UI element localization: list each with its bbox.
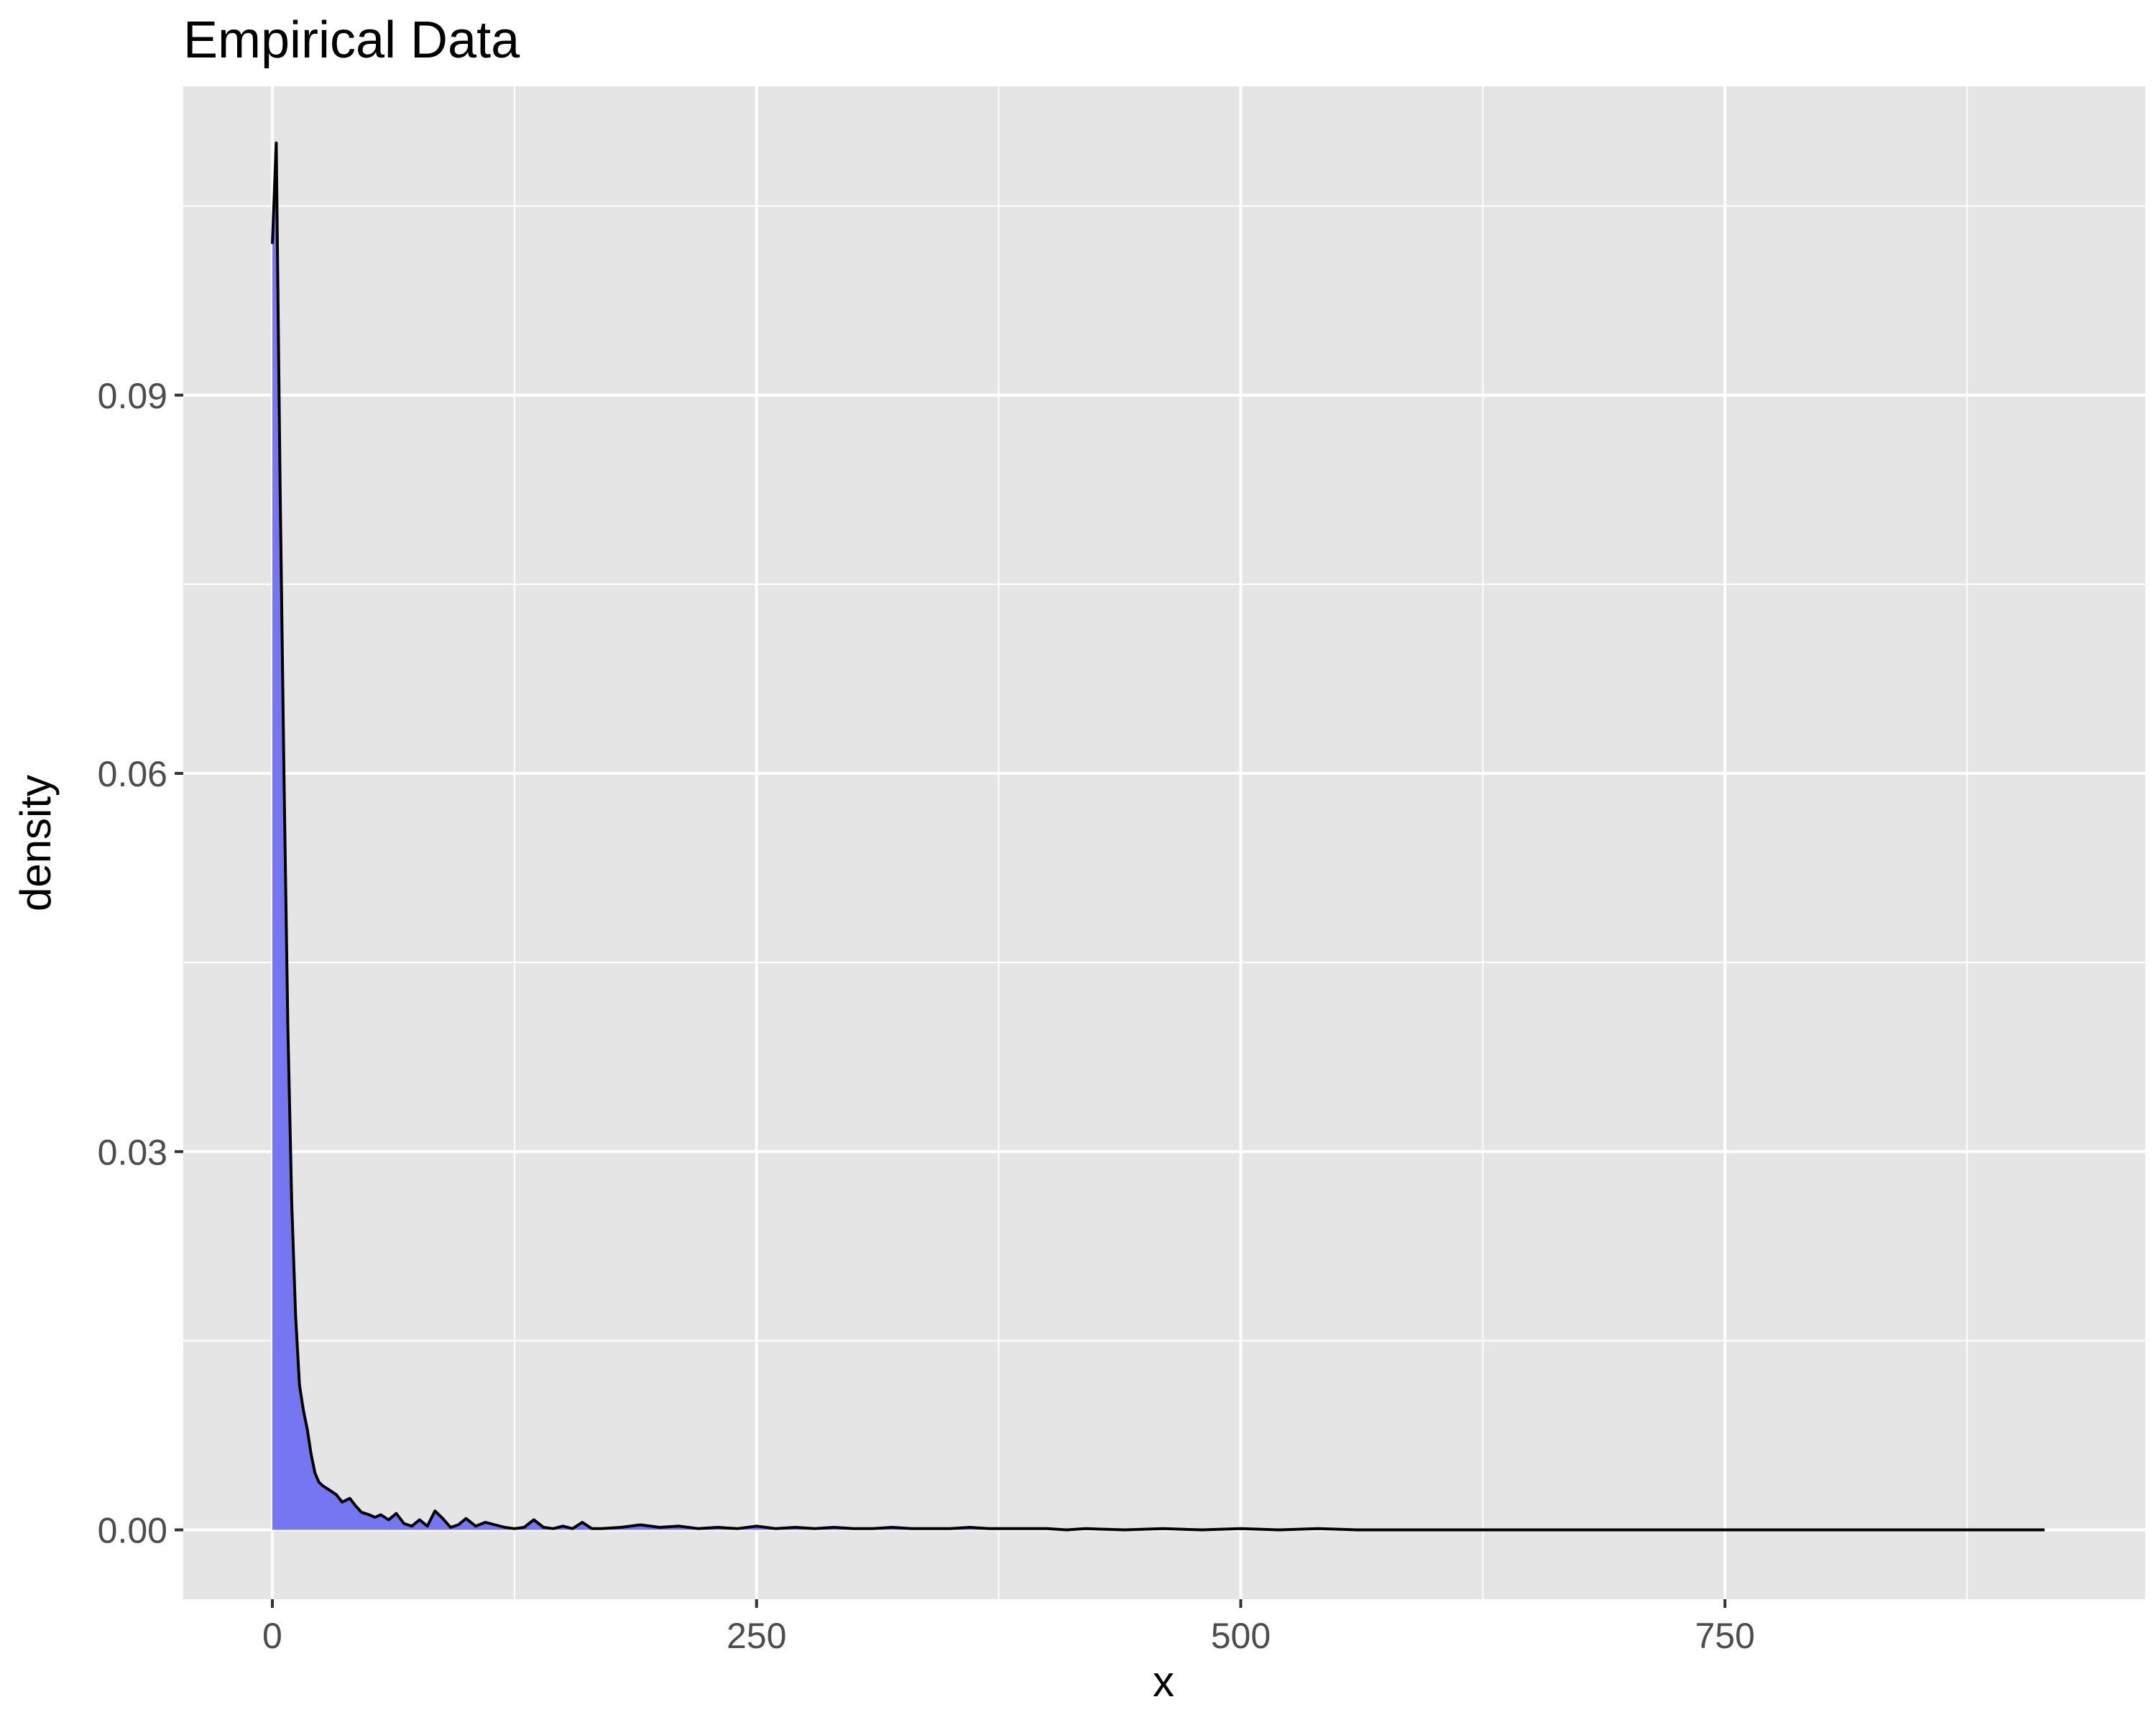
y-tick-label: 0.09 xyxy=(98,376,167,416)
x-tick-label: 750 xyxy=(1695,1616,1754,1656)
x-tick-label: 250 xyxy=(727,1616,786,1656)
chart-title: Empirical Data xyxy=(183,12,520,69)
density-curve-line xyxy=(271,141,2045,1532)
plot-panel xyxy=(183,86,2145,1599)
x-tick-label: 500 xyxy=(1211,1616,1271,1656)
x-axis-title: x xyxy=(1153,1657,1174,1706)
y-axis-title: density xyxy=(11,775,60,911)
y-axis-ticks: 0.00 0.03 0.06 0.09 xyxy=(98,376,183,1551)
y-tick-label: 0.03 xyxy=(98,1132,167,1172)
x-axis-ticks: 0 250 500 750 xyxy=(262,1599,1755,1656)
minor-gridlines xyxy=(183,86,2145,1599)
y-tick-label: 0.06 xyxy=(98,754,167,794)
x-tick-label: 0 xyxy=(262,1616,282,1656)
y-tick-label: 0.00 xyxy=(98,1511,167,1551)
